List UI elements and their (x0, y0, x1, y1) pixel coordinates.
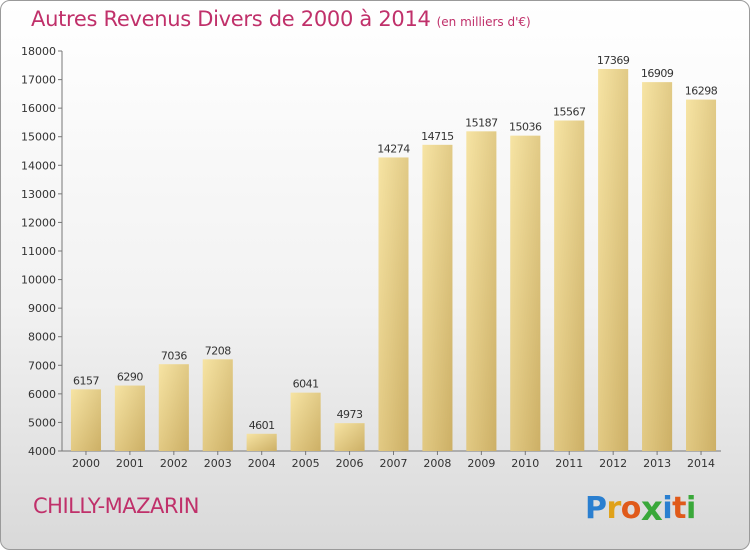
y-tick-label: 18000 (21, 45, 56, 58)
chart-subtitle: (en milliers d'€) (436, 15, 531, 29)
bar-shade (510, 135, 541, 451)
bar-value-label: 6290 (117, 371, 143, 384)
y-tick-label: 10000 (21, 274, 56, 287)
y-tick-label: 14000 (21, 159, 56, 172)
bar-shade (202, 359, 233, 451)
x-tick-label: 2011 (555, 457, 583, 470)
y-tick-label: 11000 (21, 245, 56, 258)
bar-shade (158, 364, 189, 451)
bar-value-label: 16909 (641, 67, 674, 80)
y-tick-label: 12000 (21, 216, 56, 229)
bar-shade (466, 131, 497, 451)
bar-shade (642, 82, 673, 452)
x-tick-label: 2003 (204, 457, 232, 470)
logo-letter: o (620, 491, 642, 526)
x-tick-label: 2005 (292, 457, 320, 470)
proxiti-logo: Proxiti (585, 487, 696, 529)
y-tick-label: 9000 (28, 302, 56, 315)
y-tick-label: 15000 (21, 131, 56, 144)
chart-title: Autres Revenus Divers de 2000 à 2014 (31, 7, 431, 31)
x-tick-label: 2008 (423, 457, 451, 470)
x-tick-label: 2012 (599, 457, 627, 470)
x-tick-label: 2014 (687, 457, 715, 470)
logo-letter: i (662, 491, 673, 526)
logo-letter: i (686, 491, 696, 526)
y-tick-label: 7000 (28, 359, 56, 372)
bar-shade (246, 433, 277, 451)
bar-value-label: 14715 (421, 130, 454, 143)
bar-shade (554, 120, 585, 451)
bar-value-label: 15036 (509, 121, 542, 134)
bar-value-label: 15187 (465, 116, 498, 129)
bar-value-label: 16298 (685, 85, 718, 98)
y-tick-label: 5000 (28, 416, 56, 429)
y-tick-label: 16000 (21, 102, 56, 115)
bar-shade (290, 392, 321, 451)
bar-value-label: 4973 (337, 408, 363, 421)
chart-title-row: Autres Revenus Divers de 2000 à 2014 (en … (31, 7, 531, 31)
y-tick-label: 8000 (28, 331, 56, 344)
bar-shade (378, 157, 409, 451)
x-tick-label: 2001 (116, 457, 144, 470)
bar-shade (422, 144, 453, 451)
y-tick-label: 6000 (28, 388, 56, 401)
logo-letter: x (640, 489, 663, 529)
bar-value-label: 14274 (377, 142, 410, 155)
bar-value-label: 4601 (249, 419, 275, 432)
x-tick-label: 2009 (467, 457, 495, 470)
bar-shade (70, 389, 101, 451)
bar-value-label: 7208 (205, 344, 231, 357)
x-tick-label: 2006 (336, 457, 364, 470)
x-tick-label: 2007 (380, 457, 408, 470)
bar-shade (686, 99, 717, 451)
bar-value-label: 6041 (293, 378, 319, 391)
bar-value-label: 6157 (73, 374, 99, 387)
bar-value-label: 7036 (161, 349, 187, 362)
y-tick-label: 13000 (21, 188, 56, 201)
x-tick-label: 2000 (72, 457, 100, 470)
bar-value-label: 17369 (597, 54, 630, 67)
bar-shade (114, 385, 145, 451)
x-tick-label: 2004 (248, 457, 276, 470)
y-tick-label: 4000 (28, 445, 56, 458)
bar-shade (334, 423, 365, 451)
logo-letter: t (672, 491, 686, 526)
x-tick-label: 2002 (160, 457, 188, 470)
y-tick-label: 17000 (21, 74, 56, 87)
x-tick-label: 2013 (643, 457, 671, 470)
logo-letter: r (606, 491, 622, 526)
bar-value-label: 15567 (553, 106, 586, 119)
bar-shade (598, 69, 629, 452)
location-name: CHILLY-MAZARIN (33, 494, 199, 518)
logo-letter: P (585, 491, 607, 526)
x-tick-label: 2010 (511, 457, 539, 470)
